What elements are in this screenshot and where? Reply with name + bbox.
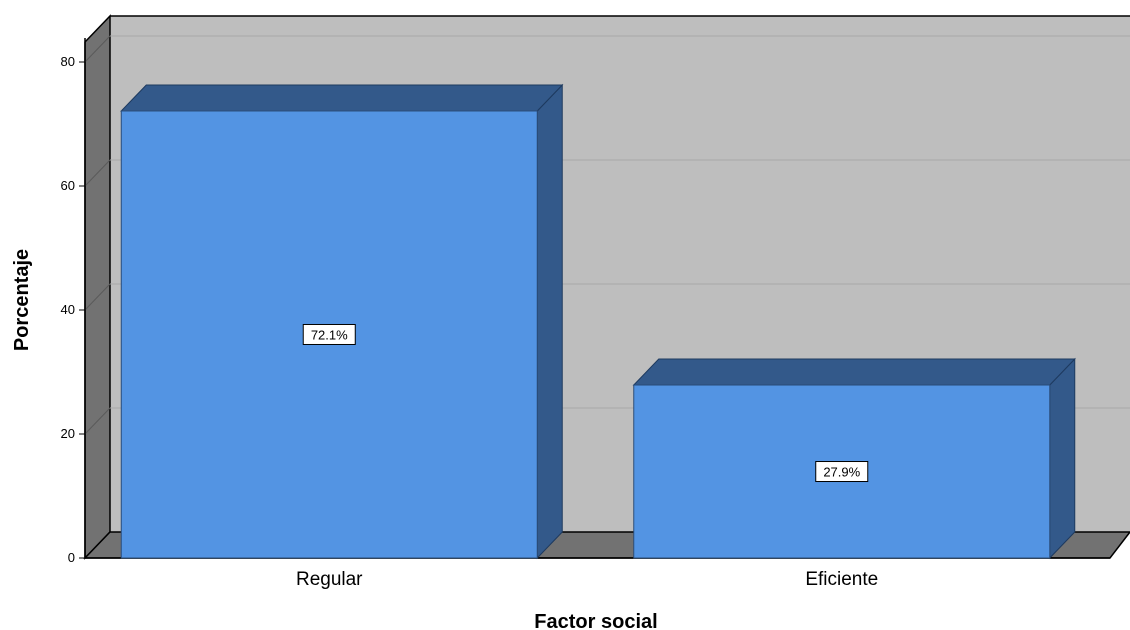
left-wall xyxy=(84,14,111,560)
data-label-box xyxy=(815,461,869,483)
gridline-left-wall xyxy=(84,407,111,435)
gridline-left-wall xyxy=(84,159,111,187)
y-axis-title: Porcentaje xyxy=(11,249,33,351)
y-tick-label: 80 xyxy=(61,54,75,69)
y-tick-label: 20 xyxy=(61,426,75,441)
y-tick-label: 40 xyxy=(61,302,75,317)
y-tick-label: 0 xyxy=(68,550,75,565)
x-axis-title: Factor social xyxy=(534,611,657,630)
bar-top xyxy=(120,84,564,112)
x-tick-label: Eficiente xyxy=(805,569,878,590)
gridline-left-wall xyxy=(84,35,111,63)
gridline-left-wall xyxy=(84,283,111,311)
y-tick-label: 60 xyxy=(61,178,75,193)
data-label-box xyxy=(302,323,356,345)
data-label: 27.9% xyxy=(823,465,860,480)
x-tick-label: Regular xyxy=(296,569,363,590)
bar-top xyxy=(632,358,1076,386)
labels: 72.1% Regular 27.9% Eficiente xyxy=(296,323,878,590)
bar-side xyxy=(1049,357,1076,560)
data-label: 72.1% xyxy=(311,327,348,342)
bar-side xyxy=(536,83,563,560)
